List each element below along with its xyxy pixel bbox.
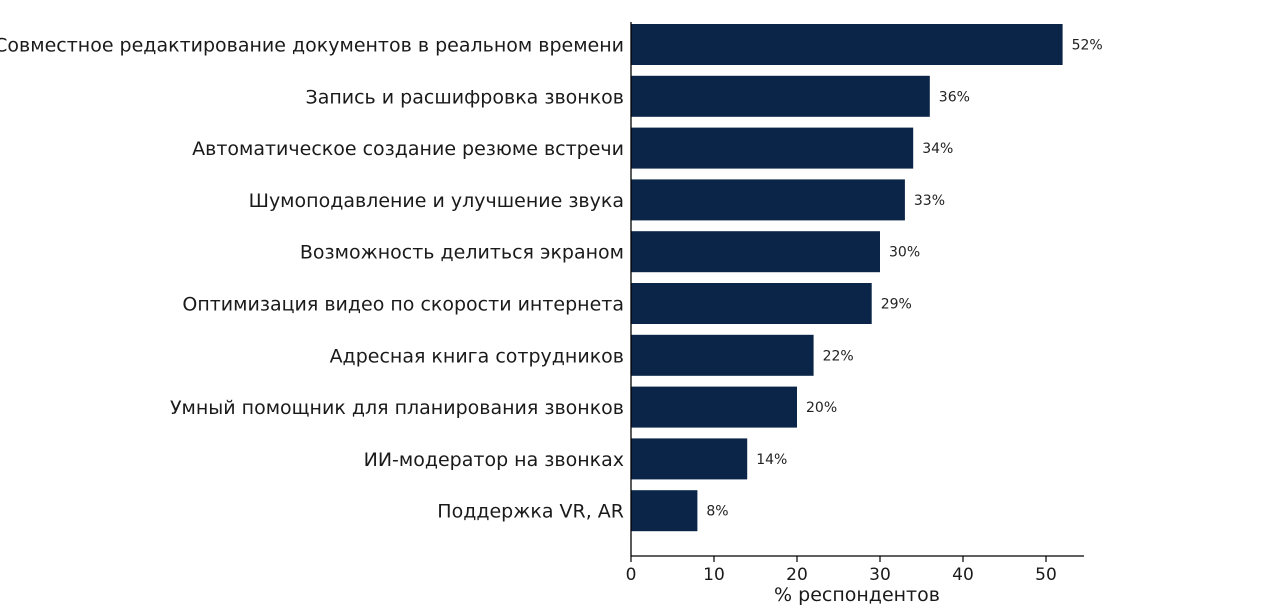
bar [631, 231, 880, 273]
bar [631, 386, 797, 428]
bar [631, 24, 1063, 65]
category-labels: Совместное редактирование документов в р… [0, 35, 624, 523]
category-label: Оптимизация видео по скорости интернета [182, 294, 624, 316]
x-tick-label: 20 [786, 565, 808, 585]
category-label: ИИ-модератор на звонках [364, 449, 624, 471]
category-label: Умный помощник для планирования звонков [170, 397, 624, 419]
x-tick-label: 0 [626, 565, 637, 585]
bar [631, 283, 872, 324]
x-tick-label: 30 [869, 565, 891, 585]
value-label: 34% [922, 141, 953, 157]
category-label: Автоматическое создание резюме встречи [192, 138, 624, 160]
x-tick-label: 10 [703, 565, 725, 585]
category-label: Шумоподавление и улучшение звука [249, 190, 624, 212]
value-label: 29% [881, 297, 912, 313]
bar [631, 75, 930, 117]
category-label: Поддержка VR, AR [437, 501, 624, 523]
x-axis-ticks: 0 10 20 30 40 50 [626, 556, 1057, 585]
value-label: 33% [914, 193, 945, 209]
bar [631, 179, 905, 221]
value-label: 14% [756, 452, 787, 468]
value-label: 20% [806, 400, 837, 416]
bars-group [631, 24, 1063, 532]
category-label: Совместное редактирование документов в р… [0, 35, 624, 57]
x-tick-label: 50 [1035, 565, 1057, 585]
category-label: Возможность делиться экраном [300, 242, 624, 264]
x-tick-label: 40 [952, 565, 974, 585]
value-label: 36% [939, 89, 970, 105]
bar [631, 438, 748, 480]
value-label: 8% [706, 504, 728, 520]
category-label: Адресная книга сотрудников [330, 345, 624, 367]
value-label: 22% [823, 348, 854, 364]
bar [631, 490, 698, 532]
bar [631, 334, 814, 376]
x-axis-title: % респондентов [774, 584, 940, 606]
category-label: Запись и расшифровка звонков [306, 86, 624, 108]
value-label: 52% [1072, 38, 1103, 54]
value-labels: 52% 36% 34% 33% 30% 29% 22% 20% 14% 8% [706, 38, 1102, 520]
bar [631, 127, 914, 169]
value-label: 30% [889, 245, 920, 261]
